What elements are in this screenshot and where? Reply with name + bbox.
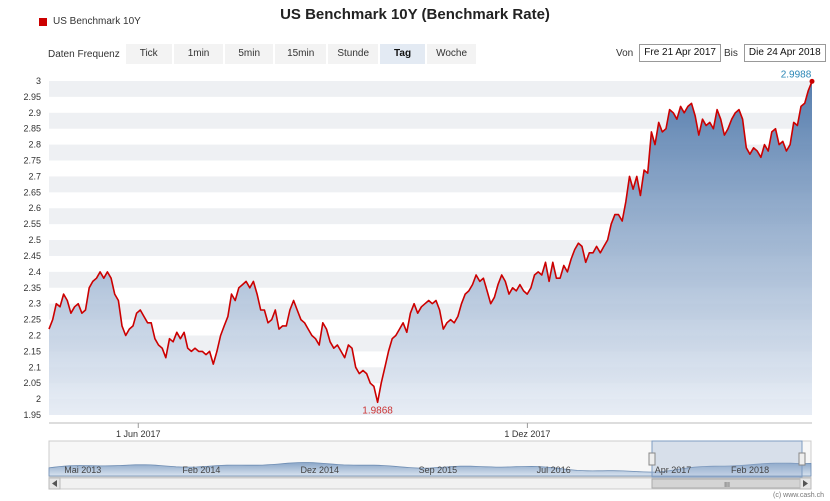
credit: (c) www.cash.ch	[773, 492, 824, 499]
range-from: Von Fre 21 Apr 2017	[616, 44, 721, 62]
y-tick-label: 2.15	[23, 346, 41, 356]
legend-swatch	[39, 17, 47, 26]
y-tick-label: 2.95	[23, 92, 41, 102]
y-tick-label: 2.75	[23, 156, 41, 166]
navigator-date-label: Dez 2014	[300, 465, 339, 475]
y-axis: 3 2.95 2.9 2.85 2.8 2.75 2.7 2.65 2.6 2.55 2.5 2.45…	[23, 76, 41, 420]
y-tick-label: 2.65	[23, 187, 41, 197]
grid-band	[49, 81, 812, 97]
range-to: Bis Die 24 Apr 2018	[724, 44, 826, 62]
y-tick-label: 2.2	[28, 330, 41, 340]
navigator-date-label: Feb 2014	[182, 465, 220, 475]
grid-band	[49, 144, 812, 161]
freq-button-stunde[interactable]: Stunde	[328, 44, 379, 64]
freq-button-1min[interactable]: 1min	[173, 44, 224, 64]
freq-button-15min[interactable]: 15min	[275, 44, 327, 64]
legend-label: US Benchmark 10Y	[53, 16, 141, 27]
navigator-date-label: Jul 2016	[537, 465, 571, 475]
grid-band	[49, 176, 812, 193]
freq-button-tick[interactable]: Tick	[125, 44, 172, 64]
y-tick-label: 2.9	[28, 108, 41, 118]
navigator-series	[48, 462, 812, 477]
chevron-left-icon	[52, 480, 57, 487]
y-tick-label: 2.4	[28, 267, 41, 277]
chart-title: US Benchmark 10Y (Benchmark Rate)	[280, 6, 550, 23]
y-tick-label: 2.8	[28, 140, 41, 150]
navigator-date-label: Feb 2018	[731, 465, 769, 475]
y-tick-label: 2.55	[23, 219, 41, 229]
y-tick-label: 2.25	[23, 315, 41, 325]
y-tick-label: 2.7	[28, 171, 41, 181]
navigator-date-label: Sep 2015	[419, 465, 458, 475]
legend[interactable]: US Benchmark 10Y	[39, 16, 141, 27]
max-annotation: 2.9988	[781, 69, 812, 80]
navigator-date-label: Mai 2013	[64, 465, 101, 475]
navigator-labels: Mai 2013 Feb 2014 Dez 2014 Sep 2015 Jul 2016…	[64, 465, 769, 475]
y-tick-label: 2.85	[23, 124, 41, 134]
from-date-input[interactable]: Fre 21 Apr 2017	[639, 44, 721, 62]
y-tick-label: 2.5	[28, 235, 41, 245]
navigator-left-handle[interactable]	[648, 452, 656, 466]
y-tick-label: 1.95	[23, 410, 41, 420]
grid-band	[49, 112, 812, 129]
y-tick-label: 2.35	[23, 283, 41, 293]
to-label: Bis	[724, 47, 738, 59]
navigator-right-handle[interactable]	[798, 452, 806, 466]
series-line	[48, 81, 813, 404]
y-tick-label: 2.1	[28, 362, 41, 372]
last-point-marker	[809, 78, 815, 84]
y-tick-label: 2.05	[23, 378, 41, 388]
y-tick-label: 2.6	[28, 203, 41, 213]
frequency-toolbar: Daten Frequenz Tick 1min 5min 15min Stun…	[48, 44, 478, 64]
y-tick-label: 2.3	[28, 299, 41, 309]
chevron-right-icon	[803, 480, 808, 487]
to-date-input[interactable]: Die 24 Apr 2018	[743, 44, 826, 62]
from-label: Von	[616, 47, 634, 59]
freq-button-5min[interactable]: 5min	[225, 44, 274, 64]
min-annotation: 1.9868	[362, 405, 393, 416]
y-tick-label: 2.45	[23, 251, 41, 261]
y-tick-label: 2	[36, 394, 41, 404]
y-tick-label: 3	[36, 76, 41, 86]
x-tick-label: 1 Jun 2017	[116, 429, 161, 439]
x-tick-label: 1 Dez 2017	[504, 429, 550, 439]
freq-button-tag[interactable]: Tag	[380, 44, 426, 64]
scrollbar-grip: III	[724, 482, 730, 489]
freq-button-woche[interactable]: Woche	[427, 44, 477, 64]
navigator-date-label: Apr 2017	[655, 465, 692, 475]
x-axis: 1 Jun 2017 1 Dez 2017	[116, 423, 550, 439]
frequency-label: Daten Frequenz	[48, 48, 120, 60]
navigator-selection[interactable]	[651, 440, 803, 478]
series-area	[49, 81, 812, 416]
